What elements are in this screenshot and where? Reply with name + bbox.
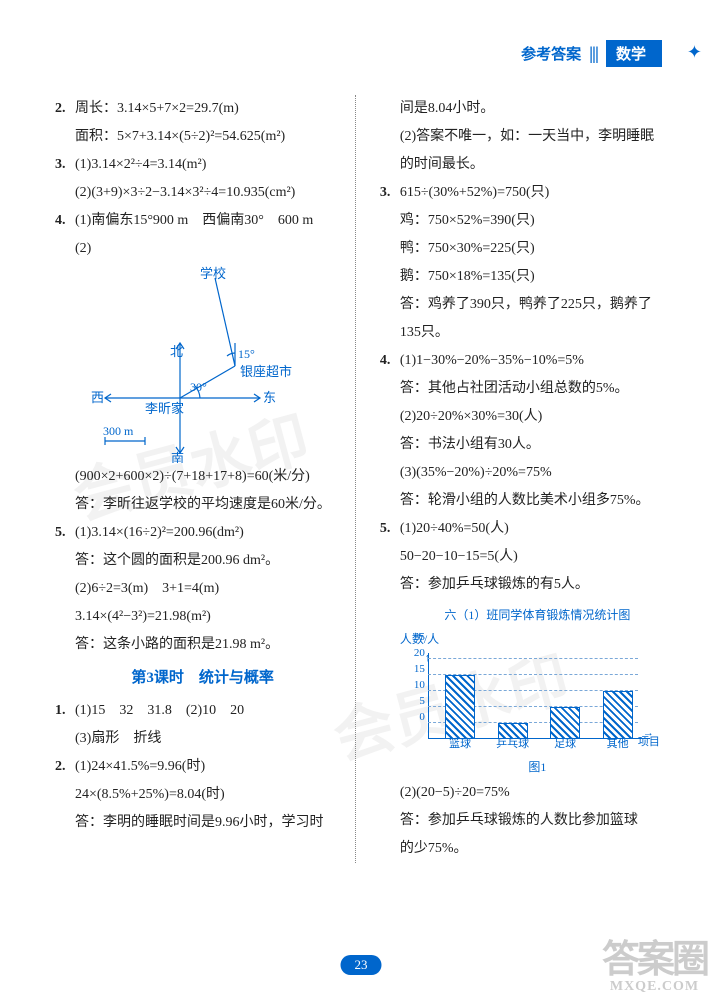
label-home: 李昕家 bbox=[145, 401, 184, 416]
text-line: 615÷(30%+52%)=750(只) bbox=[400, 179, 675, 207]
chart-xlabel: 其他 bbox=[598, 733, 638, 755]
question-4r: 4. (1)1−30%−20%−35%−10%=5% 答：其他占社团活动小组总数… bbox=[380, 347, 675, 515]
text-line: 的时间最长。 bbox=[380, 151, 675, 179]
text-line: 3.14×(4²−3²)=21.98(m²) bbox=[75, 603, 350, 631]
chart-ytick: 25 bbox=[400, 626, 425, 648]
q-number: 3. bbox=[380, 179, 400, 347]
text-line: (1)15 32 31.8 (2)10 20 bbox=[75, 697, 350, 725]
text-line: (2)(20−5)÷20=75% bbox=[380, 779, 675, 807]
text-line: (2) bbox=[75, 235, 350, 263]
text-line: 答：这个圆的面积是200.96 dm²。 bbox=[75, 547, 350, 575]
section-title: 第3课时 统计与概率 bbox=[55, 663, 350, 693]
question-5: 5. (1)3.14×(16÷2)²=200.96(dm²) 答：这个圆的面积是… bbox=[55, 519, 350, 659]
text-line: (1)3.14×2²÷4=3.14(m²) bbox=[75, 151, 350, 179]
label-south: 南 bbox=[171, 451, 184, 463]
text-line: 答：鸡养了390只，鸭养了225只，鹅养了 bbox=[400, 291, 675, 319]
chart-xlabel: 篮球 bbox=[440, 733, 480, 755]
question-4: 4. (1)南偏东15°900 m 西偏南30° 600 m (2) bbox=[55, 207, 350, 263]
q-number: 2. bbox=[55, 95, 75, 151]
q-number: 4. bbox=[380, 347, 400, 515]
left-column: 2. 周长：3.14×5+7×2=29.7(m) 面积：5×7+3.14×(5÷… bbox=[55, 95, 350, 863]
text-line: (2)答案不唯一，如：一天当中，李明睡眠 bbox=[380, 123, 675, 151]
label-market: 银座超市 bbox=[240, 364, 292, 379]
star-icon: ✦ bbox=[687, 42, 702, 63]
text-line: 135只。 bbox=[400, 319, 675, 347]
q-number: 1. bbox=[55, 697, 75, 753]
text-line: (1)3.14×(16÷2)²=200.96(dm²) bbox=[75, 519, 350, 547]
text-line: (3)扇形 折线 bbox=[75, 725, 350, 753]
stat-q1: 1. (1)15 32 31.8 (2)10 20 (3)扇形 折线 bbox=[55, 697, 350, 753]
chart-bar bbox=[445, 675, 475, 739]
text-line: 答：李明的睡眠时间是9.96小时，学习时 bbox=[75, 809, 350, 837]
text-line: 答：轮滑小组的人数比美术小组多75%。 bbox=[400, 487, 675, 515]
label-east: 东 bbox=[263, 390, 276, 405]
label-school: 学校 bbox=[200, 266, 226, 281]
chart-xlabel: 足球 bbox=[545, 733, 585, 755]
text-line: 间是8.04小时。 bbox=[380, 95, 675, 123]
column-divider bbox=[355, 95, 375, 863]
question-3: 3. (1)3.14×2²÷4=3.14(m²) (2)(3+9)×3÷2−3.… bbox=[55, 151, 350, 207]
text-line: (1)1−30%−20%−35%−10%=5% bbox=[400, 347, 675, 375]
label-west: 西 bbox=[91, 390, 104, 405]
text-line: 答：这条小路的面积是21.98 m²。 bbox=[75, 631, 350, 659]
header-bars-icon: ||| bbox=[589, 43, 598, 64]
stat-q2: 2. (1)24×41.5%=9.96(时) 24×(8.5%+25%)=8.0… bbox=[55, 753, 350, 837]
text-line: 答：李昕往返学校的平均速度是60米/分。 bbox=[55, 491, 350, 519]
chart-caption: 图1 bbox=[400, 755, 675, 779]
content-area: 2. 周长：3.14×5+7×2=29.7(m) 面积：5×7+3.14×(5÷… bbox=[55, 95, 675, 863]
text-line: (900×2+600×2)÷(7+18+17+8)=60(米/分) bbox=[55, 463, 350, 491]
text-line: 24×(8.5%+25%)=8.04(时) bbox=[75, 781, 350, 809]
text-line: 鸭：750×30%=225(只) bbox=[400, 235, 675, 263]
text-line: (2)20÷20%×30%=30(人) bbox=[400, 403, 675, 431]
logo-text: 答案圈 bbox=[602, 941, 707, 979]
logo-url: MXQE.COM bbox=[602, 979, 707, 995]
text-line: 周长：3.14×5+7×2=29.7(m) bbox=[75, 95, 350, 123]
label-scale: 300 m bbox=[103, 424, 134, 438]
question-5r: 5. (1)20÷40%=50(人) 50−20−10−15=5(人) 答：参加… bbox=[380, 515, 675, 599]
q-number: 5. bbox=[55, 519, 75, 659]
chart-bar bbox=[603, 691, 633, 739]
chart-ylabel: 人数/人 bbox=[400, 627, 675, 651]
text-line: (1)24×41.5%=9.96(时) bbox=[75, 753, 350, 781]
chart-xlabel: 乒乓球 bbox=[493, 733, 533, 755]
text-line: (2)6÷2=3(m) 3+1=4(m) bbox=[75, 575, 350, 603]
q-number: 2. bbox=[55, 753, 75, 837]
question-3r: 3. 615÷(30%+52%)=750(只) 鸡：750×52%=390(只)… bbox=[380, 179, 675, 347]
right-column: 间是8.04小时。 (2)答案不唯一，如：一天当中，李明睡眠 的时间最长。 3.… bbox=[380, 95, 675, 863]
label-angle-15: 15° bbox=[238, 347, 255, 361]
text-line: (1)南偏东15°900 m 西偏南30° 600 m bbox=[75, 207, 350, 235]
text-line: 的少75%。 bbox=[380, 835, 675, 863]
question-2: 2. 周长：3.14×5+7×2=29.7(m) 面积：5×7+3.14×(5÷… bbox=[55, 95, 350, 151]
q-number: 3. bbox=[55, 151, 75, 207]
text-line: 答：其他占社团活动小组总数的5%。 bbox=[400, 375, 675, 403]
text-line: (1)20÷40%=50(人) bbox=[400, 515, 675, 543]
text-line: 答：参加乒乓球锻炼的有5人。 bbox=[400, 571, 675, 599]
text-line: 答：书法小组有30人。 bbox=[400, 431, 675, 459]
text-line: 面积：5×7+3.14×(5÷2)²=54.625(m²) bbox=[75, 123, 350, 151]
label-north: 北 bbox=[170, 344, 183, 359]
text-line: 鸡：750×52%=390(只) bbox=[400, 207, 675, 235]
text-line: 鹅：750×18%=135(只) bbox=[400, 263, 675, 291]
chart-xaxis-caption: 项目 bbox=[638, 731, 660, 753]
text-line: (3)(35%−20%)÷20%=75% bbox=[400, 459, 675, 487]
label-angle-30: 30° bbox=[190, 380, 207, 394]
text-line: (2)(3+9)×3÷2−3.14×3²÷4=10.935(cm²) bbox=[75, 179, 350, 207]
header-subject: 数学 bbox=[606, 40, 662, 67]
text-line: 答：参加乒乓球锻炼的人数比参加篮球 bbox=[380, 807, 675, 835]
watermark-logo: 答案圈 MXQE.COM bbox=[602, 941, 707, 995]
direction-diagram: 学校 北 南 西 东 银座超市 李昕家 15° 30° 300 m bbox=[75, 263, 305, 463]
q-number: 4. bbox=[55, 207, 75, 263]
q-number: 5. bbox=[380, 515, 400, 599]
page-number: 23 bbox=[341, 955, 382, 975]
text-line: 50−20−10−15=5(人) bbox=[400, 543, 675, 571]
header-answer-label: 参考答案 bbox=[521, 43, 581, 64]
bar-chart: 六（1）班同学体育锻炼情况统计图 人数/人 ↑→0510152025篮球乒乓球足… bbox=[400, 603, 675, 779]
page-header: 参考答案 ||| 数学 bbox=[521, 40, 662, 67]
chart-title: 六（1）班同学体育锻炼情况统计图 bbox=[400, 603, 675, 627]
